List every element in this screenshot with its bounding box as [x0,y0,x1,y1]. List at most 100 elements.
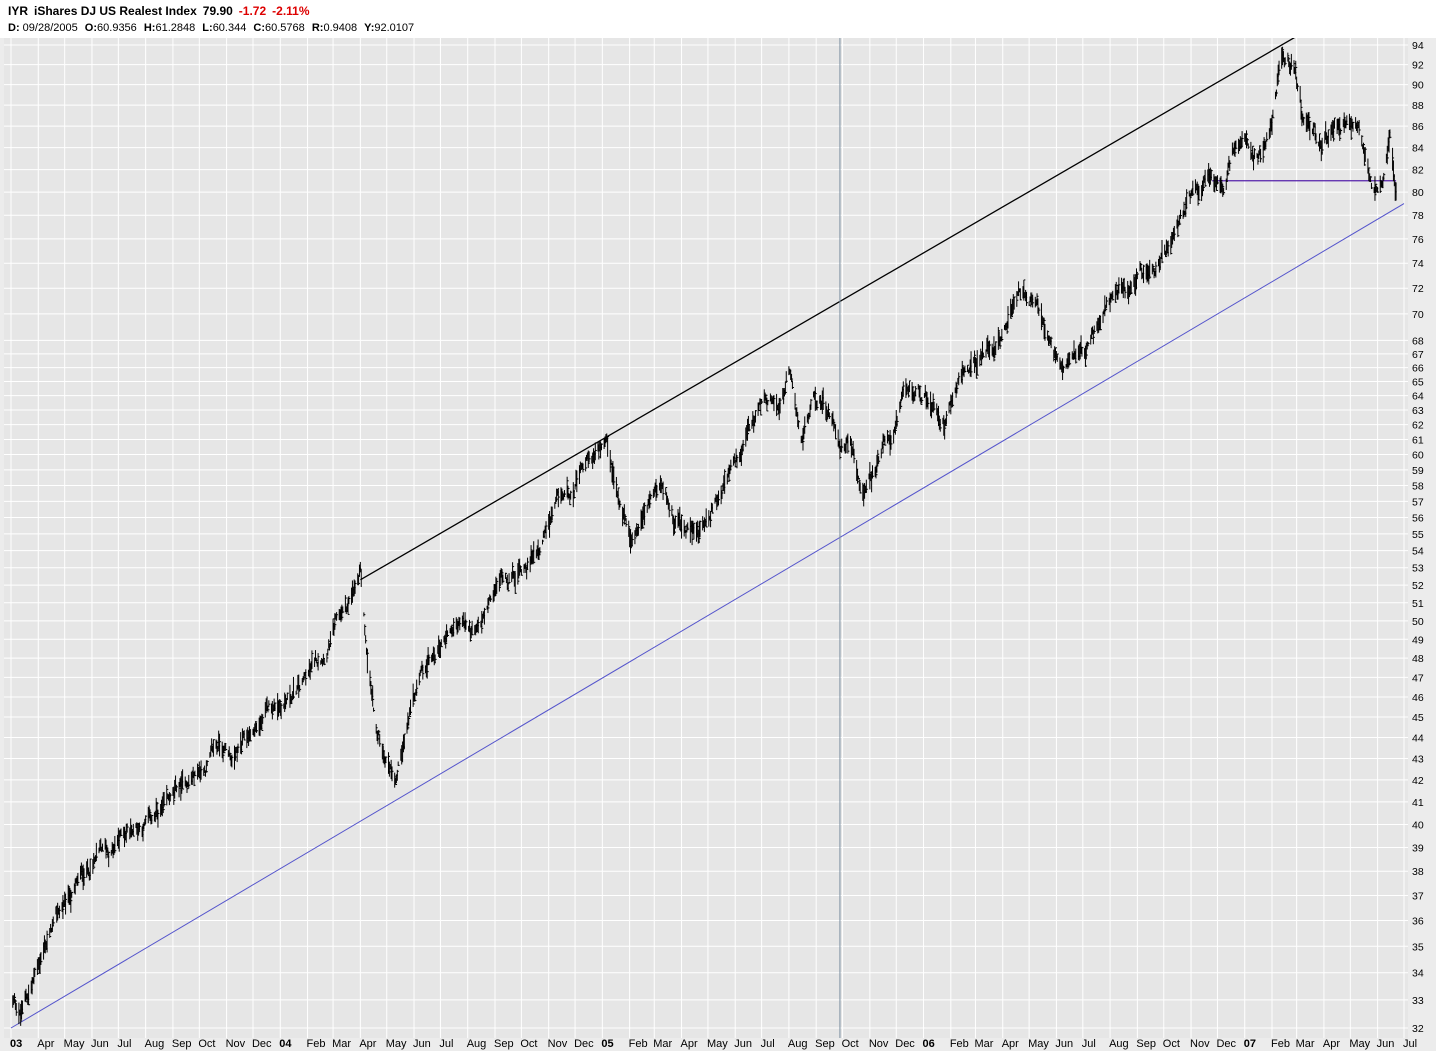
y-tick-label: 92 [1412,60,1424,72]
x-tick-label: Sep [1136,1038,1156,1050]
y-tick-label: 39 [1412,843,1424,855]
symbol-label: IYR [8,4,29,18]
y-tick-label: 76 [1412,234,1424,246]
x-tick-label: May [64,1038,85,1050]
price-bars [12,46,1397,1026]
y-tick-label: 52 [1412,580,1424,592]
x-tick-label: Sep [815,1038,835,1050]
y-tick-label: 88 [1412,100,1424,112]
y-tick-label: 55 [1412,529,1424,541]
y-tick-label: 48 [1412,653,1424,665]
y-tick-label: 61 [1412,434,1424,446]
x-tick-label: Oct [198,1038,215,1050]
y-tick-label: 86 [1412,121,1424,133]
y-tick-label: 40 [1412,819,1424,831]
y-tick-label: 49 [1412,634,1424,646]
close-key: C: [253,22,266,34]
x-tick-label: Mar [1296,1038,1315,1050]
grid-lines [4,38,1408,1038]
y-tick-label: 63 [1412,405,1424,417]
x-tick-label: 04 [279,1038,292,1050]
x-tick-label: Dec [574,1038,594,1050]
x-tick-label: Jun [413,1038,431,1050]
x-tick-label: May [386,1038,407,1050]
x-tick-label: Oct [520,1038,537,1050]
y-key: Y: [364,22,375,34]
y-tick-label: 41 [1412,797,1424,809]
x-tick-label: Nov [226,1038,246,1050]
y-tick-label: 78 [1412,210,1424,222]
y-tick-label: 64 [1412,391,1424,403]
x-tick-label: Nov [548,1038,568,1050]
r-value: 0.9408 [323,22,358,34]
x-tick-label: Jul [1403,1038,1417,1050]
y-tick-label: 57 [1412,496,1424,508]
close-value: 60.5768 [265,22,305,34]
x-tick-label: Nov [869,1038,889,1050]
high-value: 61.2848 [155,22,196,34]
y-tick-label: 47 [1412,672,1424,684]
y-tick-label: 80 [1412,187,1424,199]
x-tick-label: Apr [1002,1038,1019,1050]
y-axis: 32 33 34 35 36 37 38 39 40 41 42 43 44 45 46 47 48 49 50 51… [1412,40,1424,1035]
y-tick-label: 84 [1412,143,1424,155]
x-tick-label: Apr [1323,1038,1340,1050]
x-tick-label: Mar [974,1038,993,1050]
y-tick-label: 90 [1412,80,1424,92]
y-tick-label: 54 [1412,546,1424,558]
y-tick-label: 33 [1412,995,1424,1007]
x-tick-label: Apr [359,1038,376,1050]
x-tick-label: 05 [601,1038,613,1050]
x-tick-label: May [707,1038,728,1050]
x-tick-label: Sep [172,1038,192,1050]
x-tick-label: May [1349,1038,1370,1050]
x-tick-label: Dec [252,1038,272,1050]
x-tick-label: Mar [653,1038,672,1050]
x-tick-label: Feb [629,1038,648,1050]
y-tick-label: 44 [1412,732,1424,744]
x-tick-label: 07 [1244,1038,1256,1050]
x-axis: 03 Apr May Jun Jul Aug Sep Oct Nov Dec 04 Feb Mar Apr… [10,1038,1417,1050]
high-key: H: [143,22,156,34]
y-tick-label: 43 [1412,753,1424,765]
x-tick-label: Dec [895,1038,915,1050]
x-tick-label: May [1028,1038,1049,1050]
change-value: -1.72 [238,4,267,18]
date-key: D: [8,22,20,34]
x-tick-label: Jul [761,1038,775,1050]
y-tick-label: 94 [1412,40,1424,52]
x-tick-label: Jul [1082,1038,1096,1050]
change-percent: -2.11% [272,4,310,18]
x-tick-label: Apr [681,1038,698,1050]
x-tick-label: 03 [10,1038,22,1050]
title-line: IYR iShares DJ US Realest Index 79.90 -1.72… [8,4,316,18]
upper-trendline [360,35,1297,581]
y-tick-label: 56 [1412,512,1424,524]
x-tick-label: Oct [1163,1038,1180,1050]
x-tick-label: 06 [923,1038,935,1050]
y-tick-label: 58 [1412,480,1424,492]
x-tick-label: Jul [117,1038,131,1050]
y-tick-label: 50 [1412,616,1424,628]
x-tick-label: Sep [494,1038,514,1050]
y-tick-label: 46 [1412,692,1424,704]
date-value: 09/28/2005 [22,22,78,34]
y-tick-label: 67 [1412,349,1424,361]
x-tick-label: Feb [1271,1038,1290,1050]
x-tick-label: Jun [91,1038,109,1050]
y-tick-label: 38 [1412,866,1424,878]
chart-header: IYR iShares DJ US Realest Index 79.90 -1.72… [0,0,1436,38]
low-key: L: [202,22,213,34]
r-key: R: [311,22,324,34]
x-tick-label: Aug [467,1038,487,1050]
y-tick-label: 60 [1412,450,1424,462]
y-tick-label: 82 [1412,165,1424,177]
y-tick-label: 42 [1412,775,1424,787]
open-key: O: [84,22,98,34]
y-tick-label: 32 [1412,1023,1424,1035]
y-value: 92.0107 [374,22,415,34]
y-tick-label: 74 [1412,258,1424,270]
y-tick-label: 72 [1412,283,1424,295]
x-tick-label: Apr [37,1038,54,1050]
